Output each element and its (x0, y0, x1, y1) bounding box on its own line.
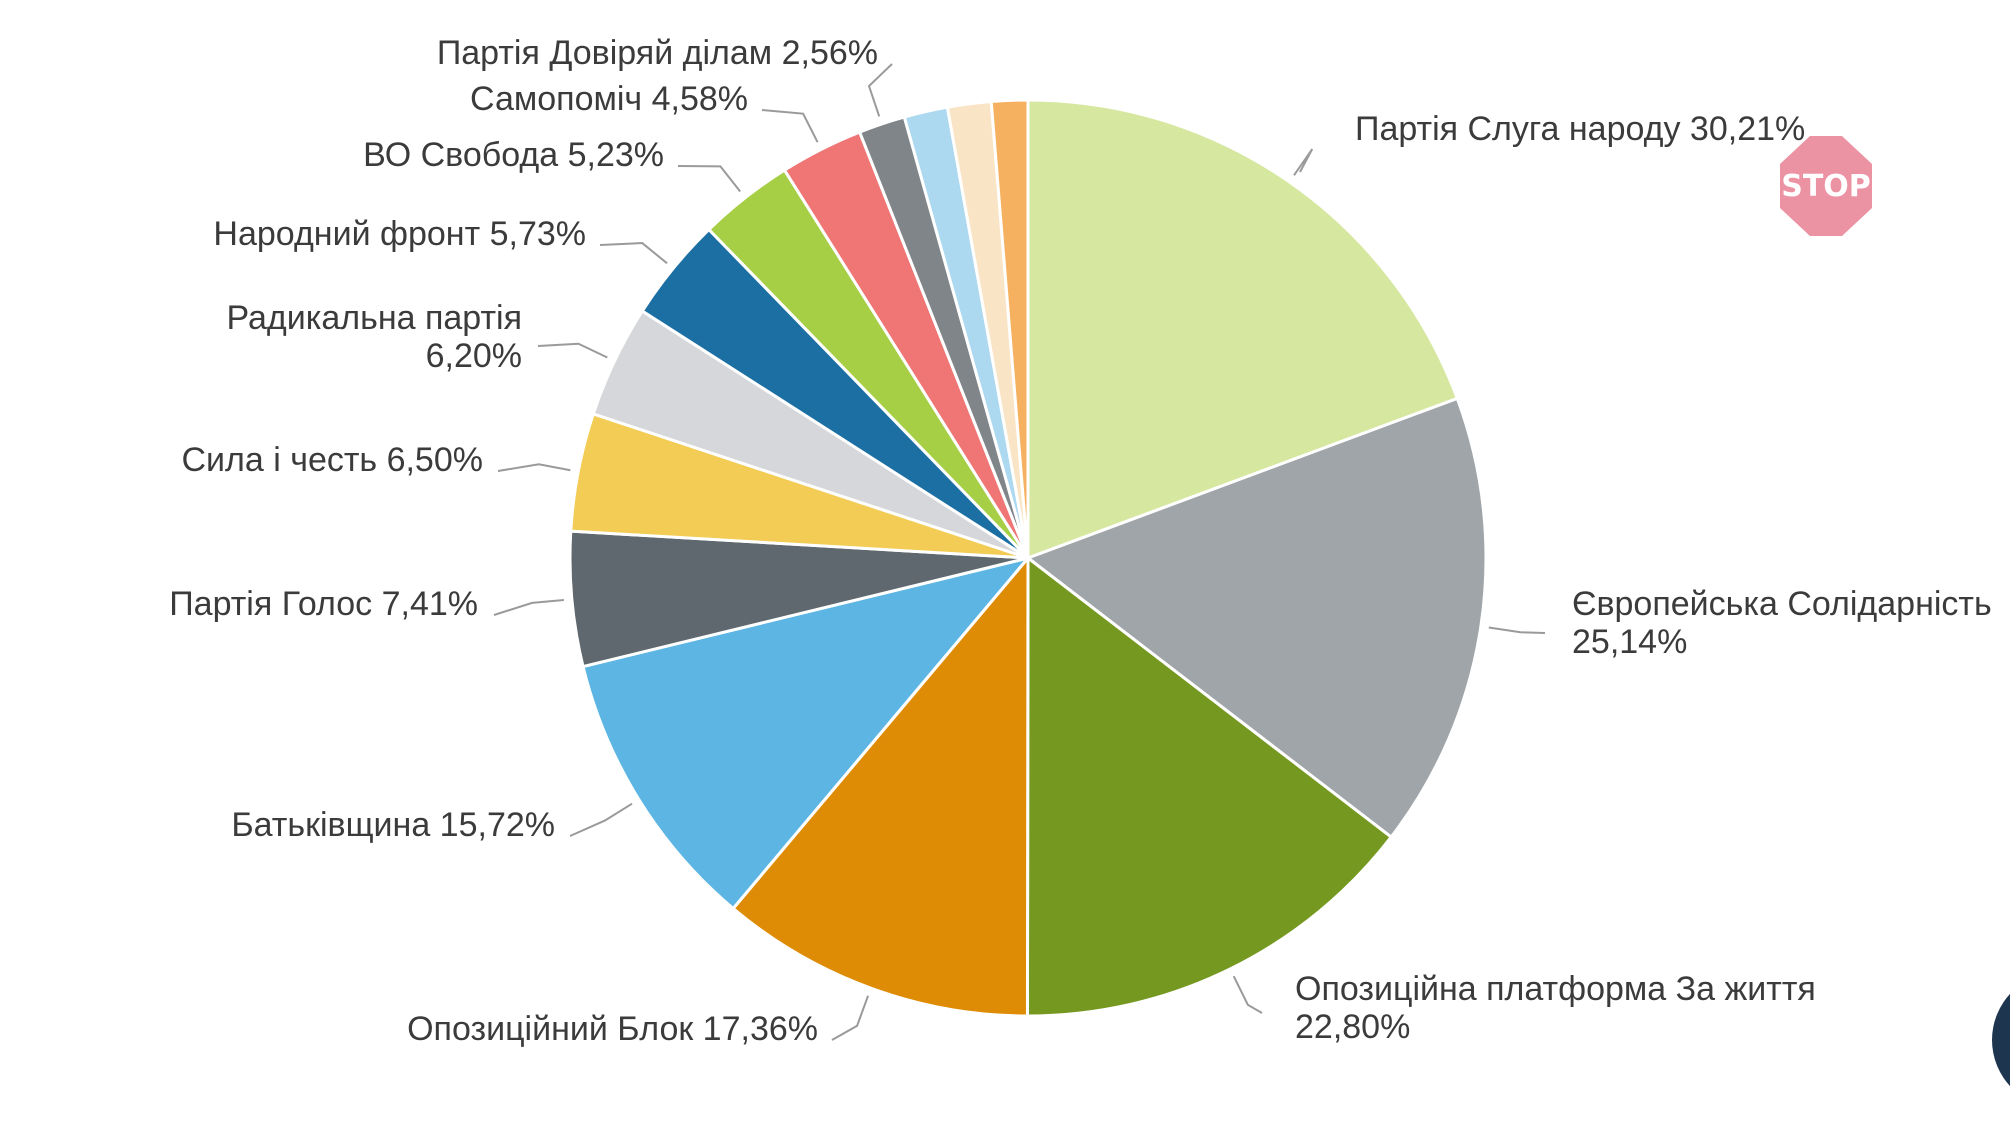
slice-label: ВО Свобода 5,23% (363, 136, 664, 174)
slice-label: Народний фронт 5,73% (213, 215, 586, 253)
slice-label: Європейська Солідарність 25,14% (1572, 585, 1992, 661)
slice-label-value: 22,80% (1295, 1008, 1410, 1046)
slice-label: Опозиційна платформа За життя 22,80% (1295, 970, 1816, 1046)
leader-line (761, 109, 819, 143)
slice-label: Партія Слуга народу 30,21% (1355, 110, 1805, 148)
slice-label-value: 25,14% (1572, 623, 1687, 661)
pie-slice (1024, 396, 1488, 840)
slice-label-value: 6,20% (426, 337, 522, 375)
stop-watermark-text: STOP (1781, 169, 1871, 204)
leader-line (569, 802, 633, 837)
leader-line (599, 242, 668, 265)
pie-slice (581, 555, 1033, 911)
leader-line (1232, 975, 1263, 1014)
pie-slice (1026, 98, 1460, 561)
slice-label: Сила і честь 6,50% (181, 441, 483, 479)
pie-slice (989, 98, 1030, 559)
slice-label: Партія Довіряй ділам 2,56% (437, 34, 878, 72)
leader-line (831, 995, 870, 1041)
leader-line (677, 165, 741, 193)
pie-slice (1025, 554, 1394, 1018)
stop-sign-icon (1780, 136, 1872, 236)
leader-line (497, 463, 571, 472)
slice-labels: Партія Слуга народу 30,21% Європейська Со… (169, 34, 1992, 1048)
leader-line (1293, 148, 1314, 176)
leader-line (1488, 626, 1546, 634)
leader-line (493, 599, 564, 616)
corner-button[interactable] (1992, 972, 2010, 1108)
leader-line (867, 63, 893, 117)
slice-label-name: Європейська Солідарність (1572, 585, 1992, 623)
slice-label-name: Радикальна партія (226, 299, 522, 337)
slice-label: Партія Голос 7,41% (169, 585, 478, 623)
stop-watermark: STOP (1780, 136, 1872, 236)
slice-label: Батьківщина 15,72% (231, 806, 555, 844)
slice-label: Самопоміч 4,58% (470, 80, 748, 118)
leader-line (537, 342, 608, 359)
slice-label: Радикальна партія 6,20% (226, 299, 522, 375)
leader-lines (493, 63, 1546, 1041)
pie-slices (568, 98, 1488, 1018)
slice-label-name: Опозиційна платформа За життя (1295, 970, 1816, 1008)
pie-slice (731, 553, 1030, 1018)
slice-label: Опозиційний Блок 17,36% (407, 1010, 818, 1048)
